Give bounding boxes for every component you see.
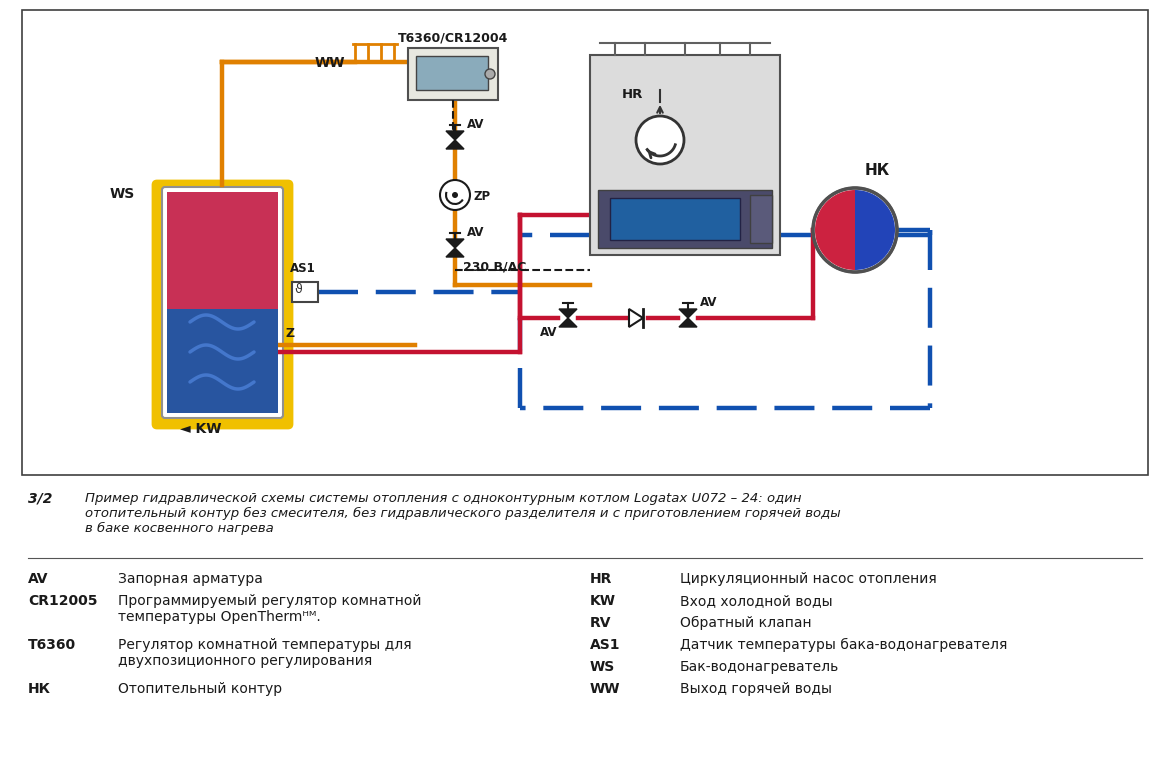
Circle shape	[636, 116, 684, 164]
Text: Циркуляционный насос отопления: Циркуляционный насос отопления	[680, 572, 937, 586]
Polygon shape	[446, 248, 464, 257]
Wedge shape	[855, 190, 895, 270]
Polygon shape	[446, 131, 464, 140]
Text: AV: AV	[700, 296, 718, 309]
Text: T6360/CR12004: T6360/CR12004	[397, 31, 508, 45]
Text: AS1: AS1	[290, 262, 316, 275]
Bar	[292, 282, 318, 302]
Circle shape	[485, 69, 495, 79]
Text: Бак-водонагреватель: Бак-водонагреватель	[680, 660, 839, 674]
Text: Датчик температуры бака-водонагревателя: Датчик температуры бака-водонагревателя	[680, 638, 1008, 652]
Text: T6360: T6360	[28, 638, 76, 652]
Text: HR: HR	[622, 88, 643, 101]
Polygon shape	[559, 309, 577, 318]
Text: Запорная арматура: Запорная арматура	[118, 572, 263, 586]
Text: RV: RV	[589, 616, 612, 630]
Bar	[167, 192, 278, 309]
Bar	[167, 309, 278, 413]
Circle shape	[452, 192, 458, 198]
Text: AV: AV	[467, 226, 485, 239]
Text: Обратный клапан: Обратный клапан	[680, 616, 812, 630]
Text: Отопительный контур: Отопительный контур	[118, 682, 282, 696]
Text: ϑ: ϑ	[294, 283, 302, 296]
Text: CR12005: CR12005	[28, 594, 98, 608]
Text: Регулятор комнатной температуры для
двухпозиционного регулирования: Регулятор комнатной температуры для двух…	[118, 638, 411, 668]
FancyBboxPatch shape	[589, 55, 781, 255]
Bar	[416, 56, 488, 90]
Wedge shape	[816, 190, 855, 270]
FancyBboxPatch shape	[162, 187, 283, 418]
Bar	[408, 48, 497, 100]
Polygon shape	[446, 140, 464, 149]
Polygon shape	[446, 239, 464, 248]
Polygon shape	[629, 309, 643, 327]
Text: НК: НК	[28, 682, 51, 696]
Text: WW: WW	[315, 56, 346, 70]
Text: Выход горячей воды: Выход горячей воды	[680, 682, 832, 696]
FancyBboxPatch shape	[153, 181, 292, 428]
Text: Пример гидравлической схемы системы отопления с одноконтурным котлом Logatax U07: Пример гидравлической схемы системы отоп…	[85, 492, 841, 535]
Text: Программируемый регулятор комнатной
температуры OpenThermᴴᴹ.: Программируемый регулятор комнатной темп…	[118, 594, 422, 624]
Bar	[610, 198, 740, 240]
Bar	[750, 195, 772, 243]
Circle shape	[813, 188, 897, 272]
Text: 230 В/AC: 230 В/AC	[463, 260, 527, 273]
Text: WS: WS	[110, 187, 135, 201]
Polygon shape	[559, 318, 577, 327]
Text: Z: Z	[285, 327, 294, 340]
Text: KW: KW	[589, 594, 616, 608]
Text: AV: AV	[467, 118, 485, 131]
Text: AV: AV	[541, 326, 558, 339]
Text: AS1: AS1	[589, 638, 621, 652]
Bar	[598, 190, 772, 248]
Text: HR: HR	[589, 572, 613, 586]
Text: ZP: ZP	[473, 190, 490, 203]
Text: AV: AV	[28, 572, 49, 586]
Text: 3/2: 3/2	[28, 492, 52, 506]
Bar	[22, 10, 1148, 475]
Polygon shape	[679, 318, 697, 327]
Text: WW: WW	[589, 682, 621, 696]
Circle shape	[440, 180, 469, 210]
Text: WS: WS	[589, 660, 615, 674]
Text: ◄ KW: ◄ KW	[181, 422, 221, 436]
Polygon shape	[679, 309, 697, 318]
Text: НК: НК	[864, 163, 890, 178]
Text: Вход холодной воды: Вход холодной воды	[680, 594, 833, 608]
